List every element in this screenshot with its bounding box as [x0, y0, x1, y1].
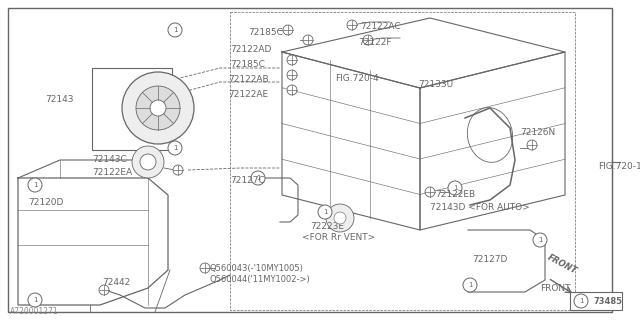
Text: 1: 1	[33, 182, 37, 188]
Text: Q560043(-'10MY1005): Q560043(-'10MY1005)	[210, 264, 304, 273]
Circle shape	[140, 154, 156, 170]
Text: FRONT: FRONT	[546, 253, 579, 276]
Text: 72127C: 72127C	[230, 176, 265, 185]
Text: 73485: 73485	[593, 297, 622, 306]
Bar	[92, 68, 172, 150]
Text: 72122AE: 72122AE	[228, 90, 268, 99]
Circle shape	[334, 212, 346, 224]
Text: 72442: 72442	[102, 278, 131, 287]
Text: 72133U: 72133U	[418, 80, 453, 89]
Text: Q560044('11MY1002->): Q560044('11MY1002->)	[210, 275, 311, 284]
Text: A720001271: A720001271	[10, 307, 59, 316]
Circle shape	[251, 171, 265, 185]
Text: 72122AC: 72122AC	[360, 22, 401, 31]
Text: 72143C: 72143C	[92, 155, 127, 164]
Text: FIG.720-4: FIG.720-4	[335, 74, 379, 83]
Text: 72122AD: 72122AD	[230, 45, 271, 54]
Text: 72223E: 72223E	[310, 222, 344, 231]
Text: FIG.720-1: FIG.720-1	[598, 162, 640, 171]
Text: 1: 1	[579, 298, 583, 304]
Text: 72122EB: 72122EB	[435, 190, 475, 199]
Circle shape	[168, 23, 182, 37]
Text: 1: 1	[256, 175, 260, 181]
Circle shape	[303, 35, 313, 45]
Circle shape	[527, 140, 537, 150]
Text: 1: 1	[173, 145, 177, 151]
Circle shape	[533, 233, 547, 247]
Text: 72185C: 72185C	[230, 60, 265, 69]
Text: 72126N: 72126N	[520, 128, 556, 137]
Circle shape	[326, 204, 354, 232]
Circle shape	[200, 263, 210, 273]
Bar	[570, 292, 622, 310]
Text: 72185C: 72185C	[248, 28, 283, 37]
Circle shape	[463, 278, 477, 292]
Circle shape	[287, 70, 297, 80]
Circle shape	[28, 178, 42, 192]
Circle shape	[347, 20, 357, 30]
Text: 1: 1	[33, 297, 37, 303]
Text: 1: 1	[173, 27, 177, 33]
Circle shape	[287, 55, 297, 65]
Circle shape	[28, 293, 42, 307]
Text: 72122EA: 72122EA	[92, 168, 132, 177]
Text: 72122AB: 72122AB	[228, 75, 269, 84]
Text: 1: 1	[323, 209, 327, 215]
Circle shape	[287, 85, 297, 95]
Circle shape	[425, 187, 435, 197]
Text: 1: 1	[468, 282, 472, 288]
Text: FRONT: FRONT	[540, 284, 570, 293]
Text: 72122F: 72122F	[358, 38, 392, 47]
Circle shape	[99, 285, 109, 295]
Circle shape	[168, 141, 182, 155]
Text: <FOR Rr VENT>: <FOR Rr VENT>	[302, 233, 375, 242]
Circle shape	[136, 86, 180, 130]
Circle shape	[363, 35, 373, 45]
Circle shape	[283, 25, 293, 35]
Circle shape	[150, 100, 166, 116]
Circle shape	[122, 72, 194, 144]
Circle shape	[318, 205, 332, 219]
Text: 72120D: 72120D	[28, 198, 63, 207]
Text: 72143D <FOR AUTO>: 72143D <FOR AUTO>	[430, 203, 530, 212]
Circle shape	[173, 165, 183, 175]
Text: 72143: 72143	[45, 95, 74, 104]
Text: 1: 1	[538, 237, 542, 243]
Circle shape	[448, 181, 462, 195]
Text: 72127D: 72127D	[472, 255, 508, 264]
Text: 1: 1	[452, 185, 457, 191]
Circle shape	[574, 294, 588, 308]
Circle shape	[132, 146, 164, 178]
